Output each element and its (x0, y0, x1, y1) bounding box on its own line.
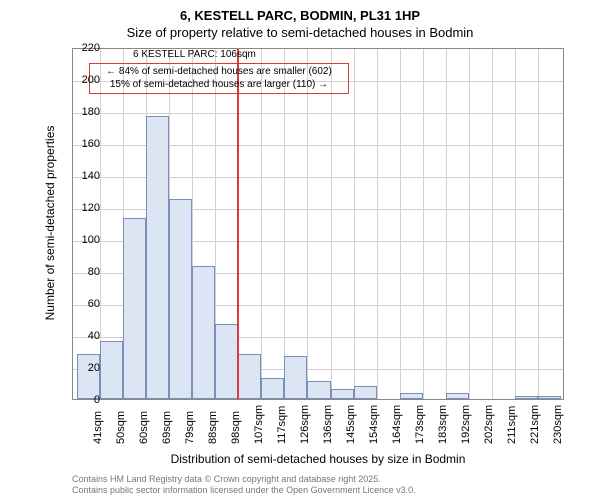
gridline-v (538, 49, 539, 399)
gridline-v (377, 49, 378, 399)
x-tick-label: 221sqm (529, 405, 541, 444)
histogram-bar (331, 389, 354, 399)
gridline-v (446, 49, 447, 399)
footer-attribution: Contains HM Land Registry data © Crown c… (72, 474, 416, 496)
x-tick-label: 126sqm (299, 405, 311, 444)
x-tick-label: 211sqm (506, 406, 518, 444)
x-tick-label: 154sqm (368, 405, 380, 444)
x-tick-label: 173sqm (414, 405, 426, 444)
annotation-line1: ← 84% of semi-detached houses are smalle… (94, 66, 344, 79)
histogram-bar (446, 393, 469, 399)
y-tick-label: 180 (40, 106, 100, 118)
footer-line1: Contains HM Land Registry data © Crown c… (72, 474, 416, 485)
y-axis-label: Number of semi-detached properties (43, 93, 57, 353)
histogram-bar (192, 266, 215, 399)
histogram-bar (215, 324, 238, 399)
y-tick-label: 100 (40, 234, 100, 246)
histogram-bar (354, 386, 377, 399)
x-tick-label: 60sqm (138, 411, 150, 444)
x-tick-label: 202sqm (483, 405, 495, 444)
histogram-bar (515, 396, 538, 399)
gridline-v (307, 49, 308, 399)
y-tick-label: 0 (40, 394, 100, 406)
gridline-v (354, 49, 355, 399)
chart-title-line1: 6, KESTELL PARC, BODMIN, PL31 1HP (0, 8, 600, 23)
gridline-v (284, 49, 285, 399)
x-tick-label: 192sqm (460, 405, 472, 444)
y-tick-label: 40 (40, 330, 100, 342)
x-tick-label: 69sqm (161, 411, 173, 444)
x-axis-label: Distribution of semi-detached houses by … (72, 452, 564, 466)
x-tick-label: 50sqm (115, 411, 127, 444)
gridline-v (469, 49, 470, 399)
x-tick-label: 136sqm (322, 405, 334, 444)
footer-line2: Contains public sector information licen… (72, 485, 416, 496)
gridline-v (515, 49, 516, 399)
plot-region: 6 KESTELL PARC: 106sqm ← 84% of semi-deta… (72, 48, 564, 400)
x-tick-label: 145sqm (345, 405, 357, 444)
chart-title-line2: Size of property relative to semi-detach… (0, 25, 600, 40)
x-tick-label: 41sqm (92, 411, 104, 444)
x-tick-label: 88sqm (207, 411, 219, 444)
histogram-bar (538, 396, 561, 399)
histogram-bar (100, 341, 123, 399)
y-tick-label: 20 (40, 362, 100, 374)
y-tick-label: 140 (40, 170, 100, 182)
histogram-bar (307, 381, 330, 399)
gridline-v (423, 49, 424, 399)
gridline-v (261, 49, 262, 399)
reference-line (237, 49, 239, 399)
x-tick-label: 79sqm (184, 411, 196, 444)
histogram-bar (146, 116, 169, 399)
annotation-box: ← 84% of semi-detached houses are smalle… (89, 63, 349, 94)
y-tick-label: 120 (40, 202, 100, 214)
histogram-bar (284, 356, 307, 399)
y-tick-label: 60 (40, 298, 100, 310)
y-tick-label: 160 (40, 138, 100, 150)
x-tick-label: 230sqm (552, 405, 564, 444)
annotation-title: 6 KESTELL PARC: 106sqm (133, 49, 256, 60)
x-tick-label: 117sqm (276, 406, 288, 444)
chart-area: 6 KESTELL PARC: 106sqm ← 84% of semi-deta… (72, 48, 564, 400)
x-tick-label: 107sqm (253, 405, 265, 444)
gridline-v (331, 49, 332, 399)
y-tick-label: 220 (40, 42, 100, 54)
gridline-v (492, 49, 493, 399)
histogram-bar (169, 199, 192, 399)
annotation-line2: 15% of semi-detached houses are larger (… (94, 79, 344, 92)
histogram-bar (77, 354, 100, 399)
x-tick-label: 183sqm (437, 405, 449, 444)
histogram-bar (400, 393, 423, 399)
y-tick-label: 80 (40, 266, 100, 278)
histogram-bar (261, 378, 284, 399)
x-tick-label: 164sqm (391, 405, 403, 444)
chart-title-block: 6, KESTELL PARC, BODMIN, PL31 1HP Size o… (0, 0, 600, 40)
x-tick-label: 98sqm (230, 411, 242, 444)
histogram-bar (123, 218, 146, 399)
histogram-bar (238, 354, 261, 399)
y-tick-label: 200 (40, 74, 100, 86)
gridline-v (400, 49, 401, 399)
